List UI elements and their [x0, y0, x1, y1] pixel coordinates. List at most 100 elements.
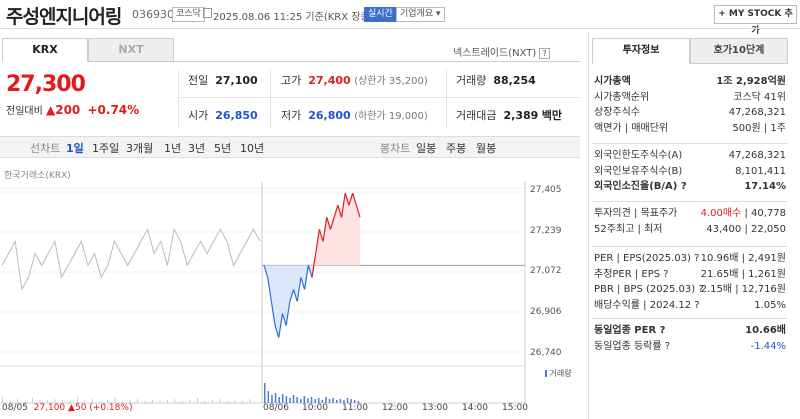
today-line-segment	[292, 289, 298, 302]
tab-krx[interactable]: KRX	[2, 38, 88, 62]
tab-orderbook[interactable]: 호가10단계	[690, 38, 788, 64]
period-1w[interactable]: 1주일	[92, 142, 120, 155]
tab-underline	[174, 61, 580, 62]
panel-divider	[588, 32, 589, 419]
volume-bar	[129, 400, 131, 403]
x-tick: 12:00	[382, 403, 408, 413]
volume-bar	[144, 401, 146, 403]
info-value: 코스닥 41위	[733, 91, 786, 103]
volume-bar	[325, 397, 327, 403]
info-label: 추정PER | EPS ?	[594, 268, 669, 280]
period-10y[interactable]: 10년	[240, 142, 265, 155]
volume-bar	[69, 401, 71, 403]
info-value: -1.44%	[750, 340, 786, 352]
volume-bar	[354, 400, 356, 403]
volume-bar	[24, 401, 26, 403]
nxt-link[interactable]: 넥스트레이드(NXT) ?	[453, 44, 550, 59]
today-line-segment	[322, 217, 328, 242]
mystock-add-button[interactable]: + MY STOCK 추가	[714, 5, 797, 36]
info-row: 추정PER | EPS ? 21.65배 | 1,261원	[592, 267, 788, 282]
info-row: 액면가 | 매매단위 500원 | 1주	[592, 121, 788, 136]
volume-bar	[346, 398, 349, 403]
volume-bar	[122, 401, 123, 403]
volume-bar	[292, 395, 295, 403]
y-tick: 26,740	[530, 348, 562, 358]
period-weekly[interactable]: 주봉	[446, 142, 467, 155]
divider	[180, 97, 580, 98]
today-line-segment	[340, 193, 346, 218]
divider	[446, 70, 447, 128]
volume-bar	[249, 399, 251, 403]
intraday-chart[interactable]	[0, 160, 580, 418]
x-tick: 08/06	[263, 403, 289, 413]
volume-bar	[107, 400, 108, 403]
volume-bar	[152, 400, 153, 403]
info-row: 상장주식수 47,268,321	[592, 105, 788, 120]
info-label: 액면가 | 매매단위	[594, 122, 669, 134]
volume: 거래량 88,254	[456, 74, 536, 87]
today-line-segment	[281, 313, 287, 326]
volume-bar	[343, 400, 345, 403]
company-overview-button[interactable]: 기업개요 ▾	[396, 7, 445, 22]
info-label: 동일업종 등락률 ?	[594, 340, 671, 352]
period-1d[interactable]: 1일	[66, 142, 84, 155]
volume-bar	[234, 400, 236, 403]
period-daily[interactable]: 일봉	[416, 142, 437, 155]
info-value: 1.05%	[754, 299, 786, 311]
volume-bar	[307, 398, 309, 403]
realtime-badge: 실시간	[364, 7, 397, 22]
prev-day-line	[1, 227, 261, 291]
tab-invest-info[interactable]: 투자정보	[592, 38, 690, 64]
today-line-segment	[278, 313, 284, 338]
line-chart-label[interactable]: 선차트	[30, 142, 61, 155]
period-3y[interactable]: 3년	[188, 142, 206, 155]
info-row: 배당수익률 | 2024.12 ? 1.05%	[592, 298, 788, 313]
today-line-segment	[274, 325, 280, 338]
volume-bar	[114, 398, 116, 403]
volume-bar	[32, 398, 33, 403]
current-price: 27,300	[6, 72, 86, 97]
volume-bar	[350, 399, 352, 403]
volume-bar	[303, 396, 306, 403]
info-value: 2.15배 | 12,716원	[700, 284, 786, 295]
up-arrow-icon: ▲	[46, 103, 56, 117]
volume-bar	[189, 400, 191, 403]
candle-chart-label[interactable]: 봉차트	[380, 142, 411, 155]
volume-bar	[289, 398, 291, 403]
volume-bar	[296, 397, 298, 403]
group-divider	[592, 246, 788, 247]
calendar-icon	[203, 8, 212, 18]
info-label: PBR | BPS (2025.03) ?	[594, 284, 704, 295]
info-value: 43,400 | 22,050	[706, 223, 786, 235]
info-value: 4.00매수 | 40,778	[700, 208, 786, 219]
info-value: 10.66배	[745, 325, 786, 336]
volume-bar	[314, 399, 316, 403]
period-5y[interactable]: 5년	[214, 142, 232, 155]
info-label: PER | EPS(2025.03) ?	[594, 253, 700, 264]
tab-nxt[interactable]: NXT	[88, 38, 174, 62]
today-line-segment	[326, 217, 332, 230]
info-value: 10.96배 | 2,491원	[700, 253, 786, 264]
y-tick: 27,072	[530, 266, 562, 276]
info-row: 동일업종 등락률 ? -1.44%	[592, 339, 788, 354]
volume-bar	[278, 397, 280, 403]
help-icon[interactable]: ?	[539, 48, 550, 59]
period-1y[interactable]: 1년	[164, 142, 182, 155]
period-monthly[interactable]: 월봉	[476, 142, 497, 155]
volume-bar	[47, 401, 48, 403]
info-value: 17.14%	[744, 181, 786, 192]
volume-bar	[321, 400, 324, 403]
volume-bar	[77, 397, 78, 403]
volume-bar	[285, 396, 288, 403]
divider	[270, 70, 271, 128]
volume-bar	[62, 400, 63, 403]
info-value: 47,268,321	[728, 150, 786, 161]
today-line-segment	[304, 265, 309, 290]
info-label: 배당수익률 | 2024.12 ?	[594, 299, 700, 311]
volume-bar	[264, 383, 266, 403]
stock-name: 주성엔지니어링	[6, 6, 122, 28]
volume-bar	[159, 401, 161, 403]
today-line-segment	[337, 205, 343, 218]
period-3m[interactable]: 3개월	[126, 142, 154, 155]
period-bar	[0, 136, 580, 158]
